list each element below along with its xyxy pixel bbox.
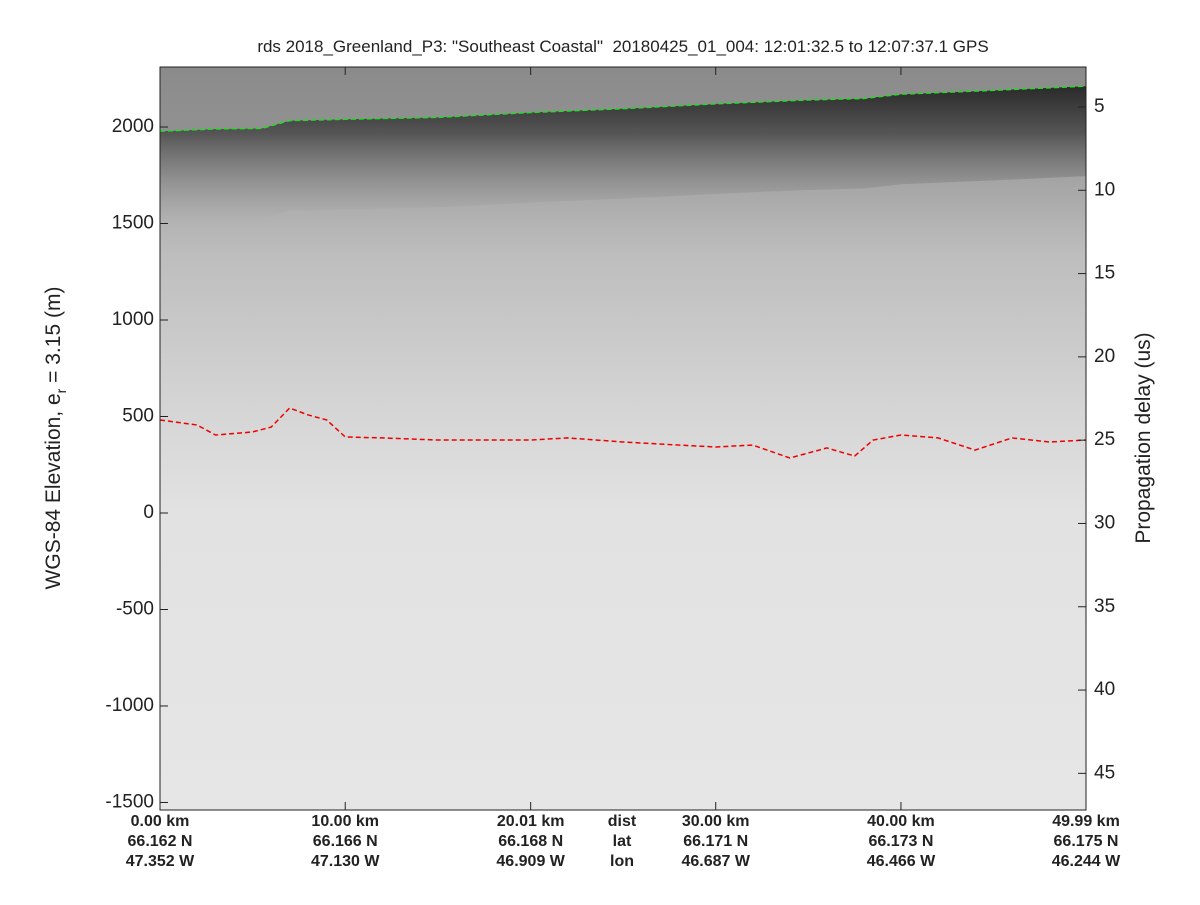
lon-label: 47.130 W	[311, 853, 380, 870]
y-axis-label: WGS-84 Elevation, er = 3.15 (m)	[42, 287, 69, 590]
x-tick-label: 0.00 km	[131, 813, 190, 830]
y2-tick-label: 40	[1094, 679, 1115, 700]
y-tick-label: 500	[122, 406, 154, 427]
y2-tick-label: 45	[1094, 762, 1115, 783]
lat-label: 66.173 N	[868, 833, 933, 850]
lon-label: 46.244 W	[1052, 853, 1121, 870]
layer-line	[160, 85, 1086, 133]
surface-band	[160, 86, 1086, 222]
row-name: lon	[610, 853, 634, 870]
x-tick-label: 20.01 km	[497, 813, 565, 830]
y2-axis-label: Propagation delay (us)	[1132, 332, 1155, 543]
y2-tick-label: 5	[1094, 96, 1105, 117]
y-label-rest: = 3.15 (m)	[42, 287, 65, 389]
row-name: dist	[608, 813, 637, 830]
y2-tick-label: 35	[1094, 596, 1115, 617]
y-tick-label: -500	[116, 599, 154, 620]
y2-tick-label: 15	[1094, 263, 1115, 284]
y2-tick-label: 30	[1094, 512, 1115, 533]
y2-tick-label: 25	[1094, 429, 1115, 450]
x-tick-label: 30.00 km	[682, 813, 750, 830]
lat-label: 66.168 N	[498, 833, 563, 850]
y-tick-label: -1500	[105, 791, 154, 812]
plot-frame	[159, 66, 1087, 811]
lat-label: 66.175 N	[1054, 833, 1119, 850]
lon-label: 46.466 W	[867, 853, 936, 870]
layer-line	[160, 407, 1086, 459]
x-tick-label: 49.99 km	[1052, 813, 1120, 830]
x-tick-label: 10.00 km	[311, 813, 379, 830]
lon-label: 47.352 W	[126, 853, 195, 870]
y-tick-label: 0	[143, 502, 154, 523]
y-tick-label: 1000	[112, 309, 154, 330]
y-label-main: WGS-84 Elevation, e	[42, 393, 65, 589]
lon-label: 46.909 W	[496, 853, 565, 870]
lat-label: 66.171 N	[683, 833, 748, 850]
row-name: lat	[613, 833, 632, 850]
y-tick-label: 2000	[112, 116, 154, 137]
lat-label: 66.166 N	[313, 833, 378, 850]
y-tick-label: -1000	[105, 695, 154, 716]
x-tick-label: 40.00 km	[867, 813, 935, 830]
chart-title: rds 2018_Greenland_P3: "Southeast Coasta…	[257, 37, 988, 56]
y-tick-label: 1500	[112, 213, 154, 234]
lon-label: 46.687 W	[681, 853, 750, 870]
air-region	[160, 67, 1086, 132]
y2-tick-label: 20	[1094, 346, 1115, 367]
lat-label: 66.162 N	[128, 833, 193, 850]
y-label-subscript: r	[53, 388, 69, 393]
y2-tick-label: 10	[1094, 179, 1115, 200]
